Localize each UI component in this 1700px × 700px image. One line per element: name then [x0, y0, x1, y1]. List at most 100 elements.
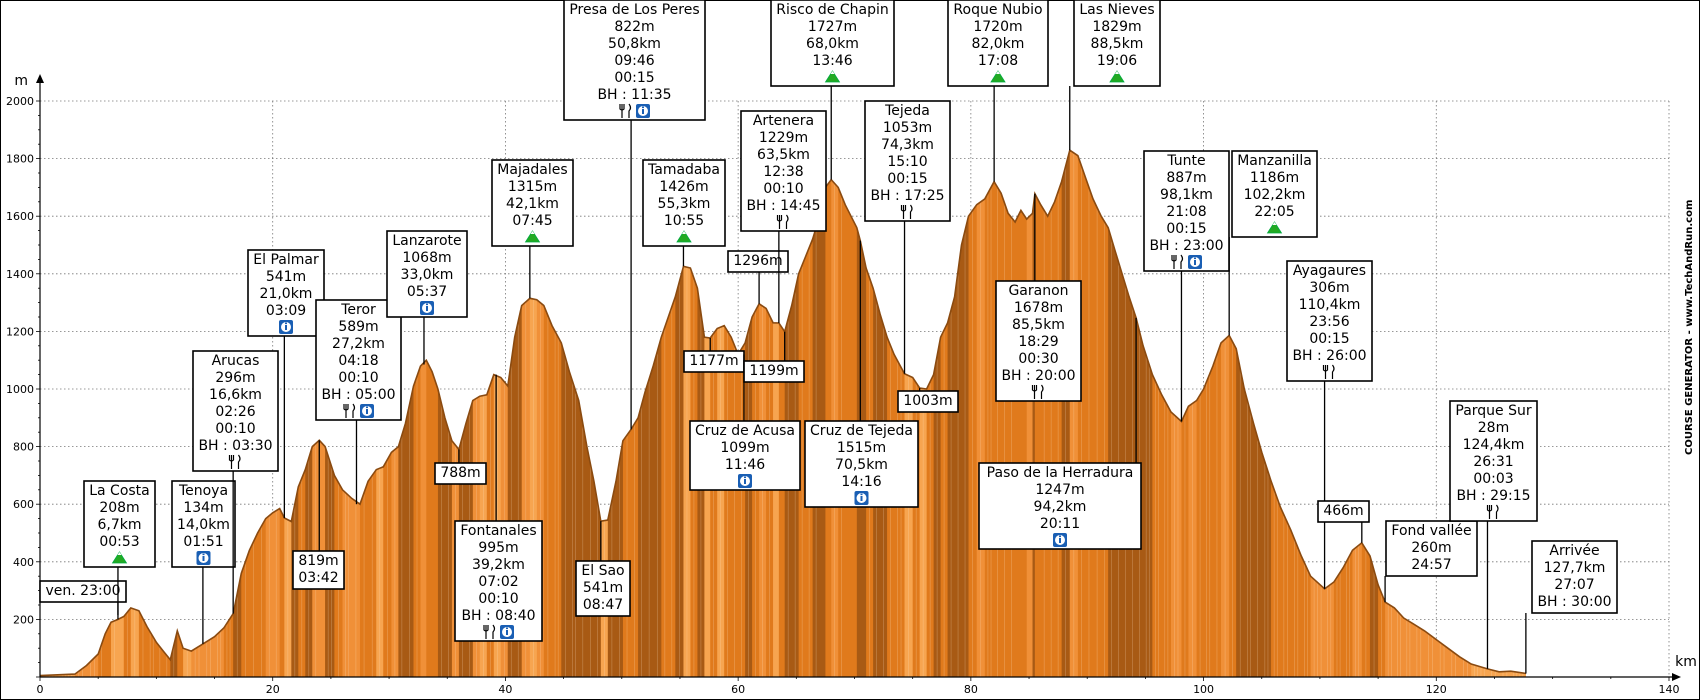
waypoint-text: La Costa	[89, 483, 150, 499]
slope-segment	[976, 150, 986, 677]
info-icon-i-dot	[506, 627, 508, 630]
slope-segment	[919, 150, 928, 677]
waypoint-text: 39,2km	[472, 557, 525, 573]
waypoint-box	[864, 100, 951, 222]
waypoint-label: 788m	[434, 449, 487, 485]
summit-snow	[682, 231, 686, 234]
waypoint-text: BH : 26:00	[1292, 348, 1366, 364]
slope-segment	[130, 150, 140, 677]
waypoint-text: Cruz de Acusa	[695, 423, 795, 439]
waypoint-text: 00:30	[1018, 351, 1058, 367]
summit-icon	[524, 230, 541, 243]
slope-segment	[1077, 150, 1086, 677]
slope-segment	[860, 150, 867, 677]
slope-segment	[1487, 150, 1500, 677]
waypoint-box	[192, 350, 279, 472]
slope-segment	[1069, 150, 1079, 677]
slope-segment	[675, 150, 684, 677]
waypoint-text: 11:46	[725, 457, 765, 473]
slope-segment	[752, 150, 760, 677]
y-tick-label: 800	[13, 441, 34, 454]
waypoint-box	[1317, 500, 1370, 523]
waypoint-text: Las Nieves	[1079, 2, 1154, 18]
waypoint-text: 134m	[183, 500, 223, 516]
waypoint-text: BH : 20:00	[1001, 368, 1075, 384]
waypoint-text: 208m	[99, 500, 139, 516]
summit-snow	[1115, 71, 1119, 74]
slope-segment	[1040, 150, 1049, 677]
slope-segment	[1047, 150, 1056, 677]
y-tick-label: 1600	[6, 210, 34, 223]
info-icon-i-dot	[285, 322, 287, 325]
waypoint-text: 23:56	[1309, 314, 1349, 330]
food-icon	[1322, 364, 1335, 379]
slope-segment	[1385, 150, 1395, 677]
slope-segment	[947, 150, 955, 677]
slope-segment	[904, 150, 914, 677]
slope-segment	[745, 150, 753, 677]
waypoint-text: 1068m	[402, 250, 451, 266]
info-icon-i	[1059, 538, 1061, 543]
slope-segment	[1459, 150, 1472, 677]
slope-segment	[1471, 150, 1488, 677]
waypoint-text: 85,5km	[1012, 317, 1065, 333]
waypoint-text: 102,2km	[1244, 187, 1306, 203]
waypoint-text: 589m	[338, 319, 378, 335]
slope-segment	[984, 150, 995, 677]
slope-segment	[1161, 150, 1172, 677]
waypoint-text: BH : 17:25	[870, 188, 944, 204]
slope-segment	[819, 150, 826, 677]
waypoint-text: 55,3km	[658, 196, 711, 212]
waypoint-text: 02:26	[215, 404, 255, 420]
info-icon-i	[285, 325, 287, 330]
slope-segment	[778, 150, 786, 677]
info-icon-i-dot	[426, 303, 428, 306]
info-icon-i-dot	[860, 493, 863, 496]
food-icon	[483, 624, 496, 639]
waypoint-text: 00:10	[478, 591, 518, 607]
info-icon-i	[506, 630, 508, 635]
x-tick-label: 0	[37, 683, 44, 696]
summit-icon	[111, 551, 128, 564]
slope-segment	[805, 150, 814, 677]
waypoint-box	[575, 560, 631, 617]
waypoint-text: 00:10	[215, 421, 255, 437]
waypoint-text: 1199m	[749, 363, 798, 379]
waypoint-text: Teror	[340, 302, 376, 318]
waypoint-text: Presa de Los Peres	[569, 2, 699, 18]
info-icon-i-dot	[202, 553, 205, 556]
slope-segment	[1034, 150, 1042, 677]
slope-segment	[1424, 150, 1437, 677]
slope-segment	[521, 150, 531, 677]
slope-segment	[170, 150, 178, 677]
slope-segment	[717, 150, 725, 677]
slope-segment	[1221, 150, 1230, 677]
y-tick-label: 1800	[6, 153, 34, 166]
waypoint-text: BH : 11:35	[597, 87, 671, 103]
waypoint-text: 22:05	[1254, 204, 1294, 220]
info-icon-i-dot	[1194, 257, 1196, 260]
waypoint-text: 18:29	[1018, 334, 1058, 350]
waypoint-text: 21,0km	[260, 286, 313, 302]
slope-segment	[569, 150, 580, 677]
summit-icon	[1266, 221, 1283, 234]
waypoint-text: 1678m	[1014, 300, 1063, 316]
food-icon	[1486, 504, 1499, 519]
summit-snow	[117, 552, 122, 555]
slope-segment	[1212, 150, 1222, 677]
slope-segment	[183, 150, 192, 677]
x-tick-label: 120	[1426, 683, 1447, 696]
waypoint-text: Tamadaba	[647, 162, 720, 178]
slope-segment	[437, 150, 446, 677]
waypoint-text: 995m	[478, 540, 518, 556]
slope-segment	[1236, 150, 1245, 677]
waypoint-text: El Palmar	[253, 252, 319, 268]
waypoint-text: 88,5km	[1091, 36, 1144, 52]
slope-segment	[1001, 150, 1009, 677]
